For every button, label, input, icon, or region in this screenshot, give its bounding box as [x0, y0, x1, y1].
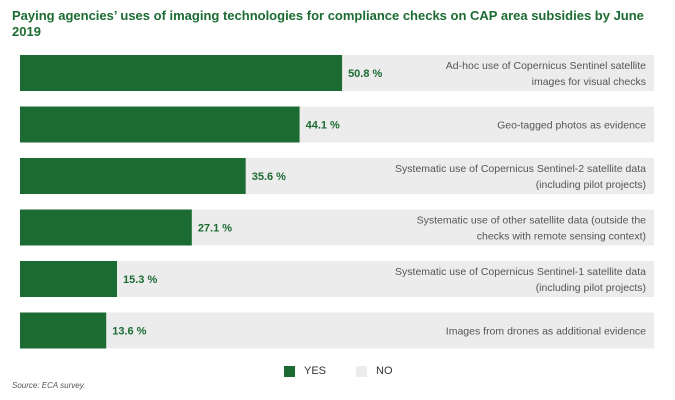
bar-no-0	[342, 55, 654, 91]
category-label-4-line-1: (including pilot projects)	[536, 282, 646, 294]
bar-yes-3	[20, 209, 192, 246]
legend-swatch-yes	[284, 365, 295, 377]
bar-no-4	[117, 261, 654, 297]
category-label-1-line-0: Geo-tagged photos as evidence	[497, 120, 646, 132]
legend-label-no: NO	[376, 365, 393, 377]
category-label-2-line-0: Systematic use of Copernicus Sentinel-2 …	[395, 163, 646, 175]
bar-yes-5	[20, 312, 107, 349]
bar-yes-0	[20, 55, 343, 91]
value-label-5: 13.6 %	[112, 326, 146, 338]
category-label-3-line-0: Systematic use of other satellite data (…	[417, 215, 647, 227]
bar-no-2	[245, 158, 655, 194]
value-label-3: 27.1 %	[198, 223, 232, 235]
value-label-4: 15.3 %	[123, 274, 157, 286]
legend-swatch-no	[356, 365, 367, 377]
value-label-2: 35.6 %	[252, 171, 286, 183]
category-label-0-line-0: Ad-hoc use of Copernicus Sentinel satell…	[446, 60, 646, 72]
legend: YES NO	[0, 362, 675, 380]
category-label-3-line-1: checks with remote sensing context)	[477, 231, 646, 243]
legend-label-yes: YES	[304, 365, 327, 377]
bar-no-5	[106, 312, 654, 349]
bar-yes-4	[20, 261, 118, 297]
value-label-0: 50.8 %	[348, 68, 382, 80]
bar-no-3	[191, 209, 654, 246]
category-label-4-line-0: Systematic use of Copernicus Sentinel-1 …	[395, 266, 646, 278]
legend-item-no: NO	[356, 362, 393, 380]
value-label-1: 44.1 %	[306, 120, 340, 132]
category-label-5-line-0: Images from drones as additional evidenc…	[446, 326, 646, 338]
bar-chart: 50.8 % Ad-hoc use of Copernicus Sentinel …	[20, 55, 655, 349]
category-label-0-line-1: images for visual checks	[532, 76, 646, 88]
chart-title: Paying agencies’ uses of imaging technol…	[12, 8, 644, 39]
legend-item-yes: YES	[284, 362, 326, 380]
bar-yes-1	[20, 106, 300, 143]
bar-no-1	[299, 106, 654, 143]
source-note: Source: ECA survey.	[12, 381, 86, 390]
category-label-2-line-1: (including pilot projects)	[536, 179, 646, 191]
bar-yes-2	[20, 158, 246, 194]
